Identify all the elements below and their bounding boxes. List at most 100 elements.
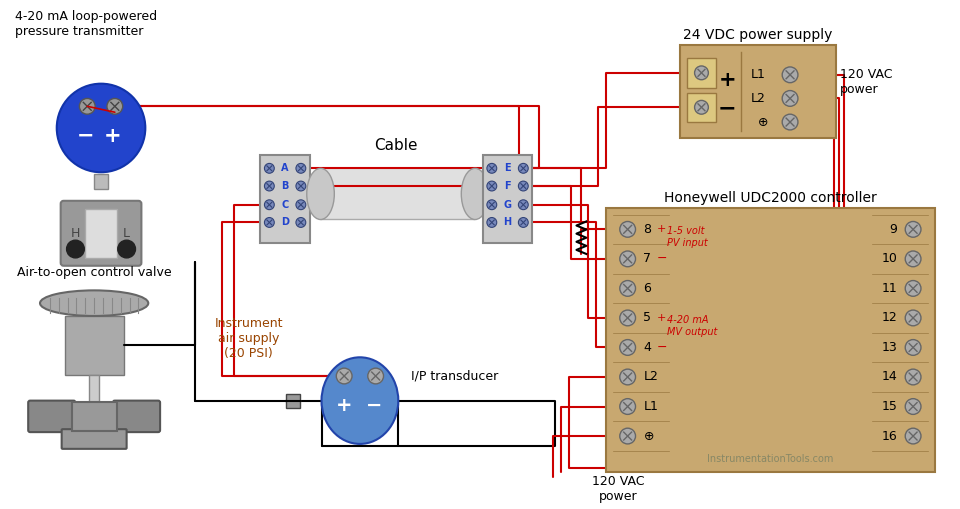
FancyBboxPatch shape — [64, 316, 124, 375]
Text: −: − — [77, 126, 94, 146]
Text: 11: 11 — [881, 282, 898, 295]
Circle shape — [487, 181, 496, 191]
FancyBboxPatch shape — [606, 208, 935, 472]
FancyBboxPatch shape — [113, 401, 160, 432]
Text: +: + — [336, 396, 352, 415]
Ellipse shape — [40, 290, 148, 316]
Circle shape — [107, 98, 123, 114]
Circle shape — [782, 67, 798, 82]
Circle shape — [518, 163, 528, 173]
Circle shape — [80, 98, 95, 114]
Circle shape — [264, 181, 275, 191]
FancyBboxPatch shape — [85, 209, 117, 258]
Circle shape — [905, 369, 921, 385]
Circle shape — [57, 83, 145, 172]
Text: E: E — [504, 163, 511, 174]
Text: G: G — [504, 200, 512, 210]
Circle shape — [782, 91, 798, 106]
Circle shape — [905, 251, 921, 267]
Text: InstrumentationTools.com: InstrumentationTools.com — [708, 454, 833, 464]
Text: +: + — [658, 313, 666, 323]
FancyBboxPatch shape — [680, 45, 836, 138]
Text: ⊕: ⊕ — [643, 430, 654, 442]
Text: 120 VAC
power: 120 VAC power — [840, 68, 893, 96]
Text: 15: 15 — [881, 400, 898, 413]
Text: +: + — [658, 224, 666, 234]
Text: F: F — [504, 181, 511, 191]
FancyBboxPatch shape — [686, 58, 716, 88]
Text: Honeywell UDC2000 controller: Honeywell UDC2000 controller — [664, 191, 876, 205]
FancyBboxPatch shape — [483, 155, 532, 243]
Circle shape — [264, 200, 275, 210]
Circle shape — [620, 251, 636, 267]
Ellipse shape — [307, 168, 334, 219]
Circle shape — [620, 280, 636, 296]
Circle shape — [782, 114, 798, 130]
FancyBboxPatch shape — [89, 375, 99, 403]
Text: 16: 16 — [881, 430, 898, 442]
Circle shape — [487, 217, 496, 228]
Text: C: C — [281, 200, 289, 210]
Circle shape — [620, 399, 636, 414]
Circle shape — [296, 181, 306, 191]
Text: 120 VAC
power: 120 VAC power — [591, 475, 644, 503]
Text: L1: L1 — [751, 68, 765, 81]
Circle shape — [66, 240, 84, 258]
Text: 5: 5 — [643, 312, 652, 324]
Text: 6: 6 — [643, 282, 651, 295]
Text: 10: 10 — [881, 252, 898, 265]
FancyBboxPatch shape — [321, 168, 475, 219]
Text: −: − — [718, 98, 736, 118]
Circle shape — [905, 399, 921, 414]
Circle shape — [620, 369, 636, 385]
Circle shape — [620, 221, 636, 237]
Circle shape — [264, 163, 275, 173]
Circle shape — [620, 340, 636, 355]
Text: H: H — [71, 227, 80, 240]
Text: 13: 13 — [881, 341, 898, 354]
Text: B: B — [281, 181, 289, 191]
Text: Air-to-open control valve: Air-to-open control valve — [17, 266, 172, 279]
Text: 7: 7 — [643, 252, 652, 265]
Text: H: H — [503, 217, 512, 228]
Text: L: L — [123, 227, 131, 240]
Circle shape — [905, 280, 921, 296]
FancyBboxPatch shape — [71, 402, 117, 431]
FancyBboxPatch shape — [61, 429, 127, 449]
Text: ⊕: ⊕ — [758, 116, 769, 129]
Text: 12: 12 — [881, 312, 898, 324]
Text: 14: 14 — [881, 371, 898, 383]
Text: D: D — [281, 217, 289, 228]
Circle shape — [620, 310, 636, 326]
Circle shape — [487, 163, 496, 173]
FancyBboxPatch shape — [286, 394, 300, 408]
Ellipse shape — [322, 357, 398, 444]
Text: 9: 9 — [890, 223, 898, 236]
FancyBboxPatch shape — [60, 201, 141, 266]
Text: 4-20 mA loop-powered
pressure transmitter: 4-20 mA loop-powered pressure transmitte… — [15, 10, 157, 38]
Circle shape — [905, 221, 921, 237]
Text: 1-5 volt
PV input: 1-5 volt PV input — [667, 227, 708, 248]
Circle shape — [264, 217, 275, 228]
FancyBboxPatch shape — [28, 401, 76, 432]
Text: L2: L2 — [751, 92, 765, 105]
Ellipse shape — [462, 168, 489, 219]
FancyBboxPatch shape — [686, 93, 716, 122]
Circle shape — [518, 181, 528, 191]
Circle shape — [518, 200, 528, 210]
Text: A: A — [281, 163, 289, 174]
Circle shape — [905, 310, 921, 326]
Text: 4-20 mA
MV output: 4-20 mA MV output — [667, 315, 717, 336]
Text: −: − — [658, 341, 667, 354]
Text: 8: 8 — [643, 223, 652, 236]
Text: +: + — [104, 126, 122, 146]
Text: −: − — [366, 396, 382, 415]
Text: −: − — [658, 252, 667, 265]
Circle shape — [296, 163, 306, 173]
Text: Instrument
air supply
(20 PSI): Instrument air supply (20 PSI) — [214, 317, 283, 360]
Circle shape — [368, 368, 384, 384]
Circle shape — [905, 340, 921, 355]
Text: +: + — [718, 70, 736, 90]
Text: I/P transducer: I/P transducer — [411, 370, 498, 382]
Text: 24 VDC power supply: 24 VDC power supply — [683, 29, 832, 42]
